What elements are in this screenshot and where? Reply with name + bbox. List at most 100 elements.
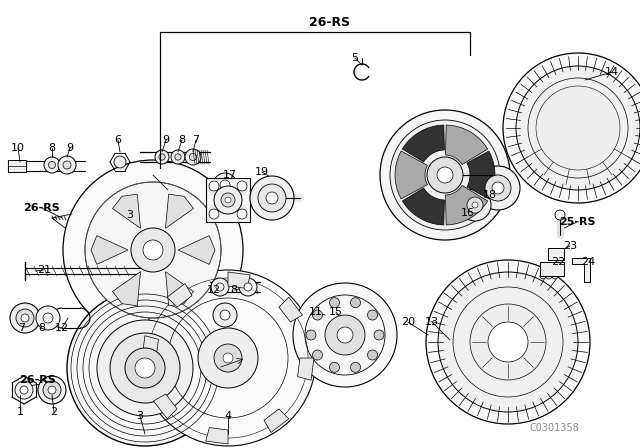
Bar bbox=[540, 262, 564, 276]
Polygon shape bbox=[403, 188, 444, 225]
Text: 25-RS: 25-RS bbox=[559, 217, 595, 227]
Circle shape bbox=[48, 386, 56, 394]
Circle shape bbox=[325, 315, 365, 355]
Text: 18: 18 bbox=[483, 190, 497, 200]
Circle shape bbox=[143, 240, 163, 260]
Text: 9: 9 bbox=[163, 135, 170, 145]
Polygon shape bbox=[467, 151, 495, 199]
Circle shape bbox=[216, 283, 224, 291]
Text: 2: 2 bbox=[51, 407, 58, 417]
Polygon shape bbox=[445, 185, 488, 225]
Circle shape bbox=[503, 53, 640, 203]
Circle shape bbox=[97, 320, 193, 416]
Circle shape bbox=[223, 353, 233, 363]
Circle shape bbox=[140, 270, 316, 446]
Circle shape bbox=[536, 86, 620, 170]
Circle shape bbox=[266, 192, 278, 204]
Text: 16: 16 bbox=[461, 208, 475, 218]
Circle shape bbox=[555, 210, 565, 220]
Text: 9: 9 bbox=[67, 143, 74, 153]
Circle shape bbox=[437, 167, 453, 183]
Circle shape bbox=[171, 150, 185, 164]
Text: 8: 8 bbox=[230, 285, 237, 295]
Circle shape bbox=[85, 182, 221, 318]
Circle shape bbox=[185, 149, 201, 165]
Text: 13: 13 bbox=[425, 317, 439, 327]
Circle shape bbox=[485, 175, 511, 201]
Circle shape bbox=[214, 344, 242, 372]
Circle shape bbox=[380, 110, 510, 240]
Circle shape bbox=[472, 202, 478, 208]
Circle shape bbox=[213, 173, 237, 197]
Polygon shape bbox=[298, 358, 314, 380]
Circle shape bbox=[221, 193, 235, 207]
Text: 8: 8 bbox=[179, 135, 186, 145]
Circle shape bbox=[211, 278, 229, 296]
Polygon shape bbox=[167, 284, 192, 307]
Circle shape bbox=[367, 310, 378, 320]
Circle shape bbox=[135, 358, 155, 378]
Text: 23: 23 bbox=[563, 241, 577, 251]
Text: 7: 7 bbox=[19, 323, 26, 333]
Text: 7: 7 bbox=[193, 135, 200, 145]
Text: 6: 6 bbox=[115, 135, 122, 145]
Text: 8: 8 bbox=[38, 323, 45, 333]
Circle shape bbox=[516, 66, 640, 190]
Circle shape bbox=[244, 283, 252, 291]
Circle shape bbox=[492, 182, 504, 194]
Circle shape bbox=[390, 120, 500, 230]
Circle shape bbox=[159, 154, 165, 160]
Polygon shape bbox=[228, 272, 250, 289]
Circle shape bbox=[476, 166, 520, 210]
Circle shape bbox=[58, 156, 76, 174]
Text: 26-RS: 26-RS bbox=[309, 16, 351, 29]
Polygon shape bbox=[113, 194, 141, 228]
Circle shape bbox=[306, 330, 316, 340]
Polygon shape bbox=[403, 125, 444, 162]
Polygon shape bbox=[166, 194, 193, 228]
Circle shape bbox=[467, 197, 483, 213]
Polygon shape bbox=[142, 336, 159, 358]
Text: 1: 1 bbox=[17, 407, 24, 417]
Bar bbox=[206, 178, 250, 222]
Circle shape bbox=[63, 161, 71, 169]
Bar bbox=[548, 248, 564, 260]
Circle shape bbox=[351, 297, 360, 308]
Circle shape bbox=[44, 157, 60, 173]
Circle shape bbox=[312, 350, 323, 360]
Polygon shape bbox=[154, 394, 177, 419]
Circle shape bbox=[540, 273, 546, 279]
Circle shape bbox=[250, 176, 294, 220]
Circle shape bbox=[43, 381, 61, 399]
Text: 21: 21 bbox=[37, 265, 51, 275]
Circle shape bbox=[43, 313, 53, 323]
Circle shape bbox=[20, 386, 28, 394]
Circle shape bbox=[198, 328, 258, 388]
Circle shape bbox=[459, 189, 491, 221]
Circle shape bbox=[63, 160, 243, 340]
Polygon shape bbox=[445, 125, 488, 164]
Text: 24: 24 bbox=[581, 257, 595, 267]
Polygon shape bbox=[178, 236, 215, 264]
Circle shape bbox=[15, 381, 33, 399]
Polygon shape bbox=[395, 151, 428, 199]
Polygon shape bbox=[205, 427, 228, 444]
Polygon shape bbox=[91, 236, 128, 264]
Text: 14: 14 bbox=[605, 67, 619, 77]
Circle shape bbox=[220, 310, 230, 320]
Polygon shape bbox=[166, 271, 193, 306]
Circle shape bbox=[189, 153, 196, 160]
Text: 12: 12 bbox=[207, 285, 221, 295]
Circle shape bbox=[367, 350, 378, 360]
Text: 17: 17 bbox=[223, 170, 237, 180]
Text: 19: 19 bbox=[255, 167, 269, 177]
Circle shape bbox=[293, 283, 397, 387]
Circle shape bbox=[110, 333, 180, 403]
Circle shape bbox=[16, 309, 34, 327]
Circle shape bbox=[552, 273, 558, 279]
Circle shape bbox=[488, 322, 528, 362]
Circle shape bbox=[131, 228, 175, 272]
Polygon shape bbox=[572, 258, 590, 282]
Circle shape bbox=[330, 297, 339, 308]
Circle shape bbox=[426, 260, 590, 424]
